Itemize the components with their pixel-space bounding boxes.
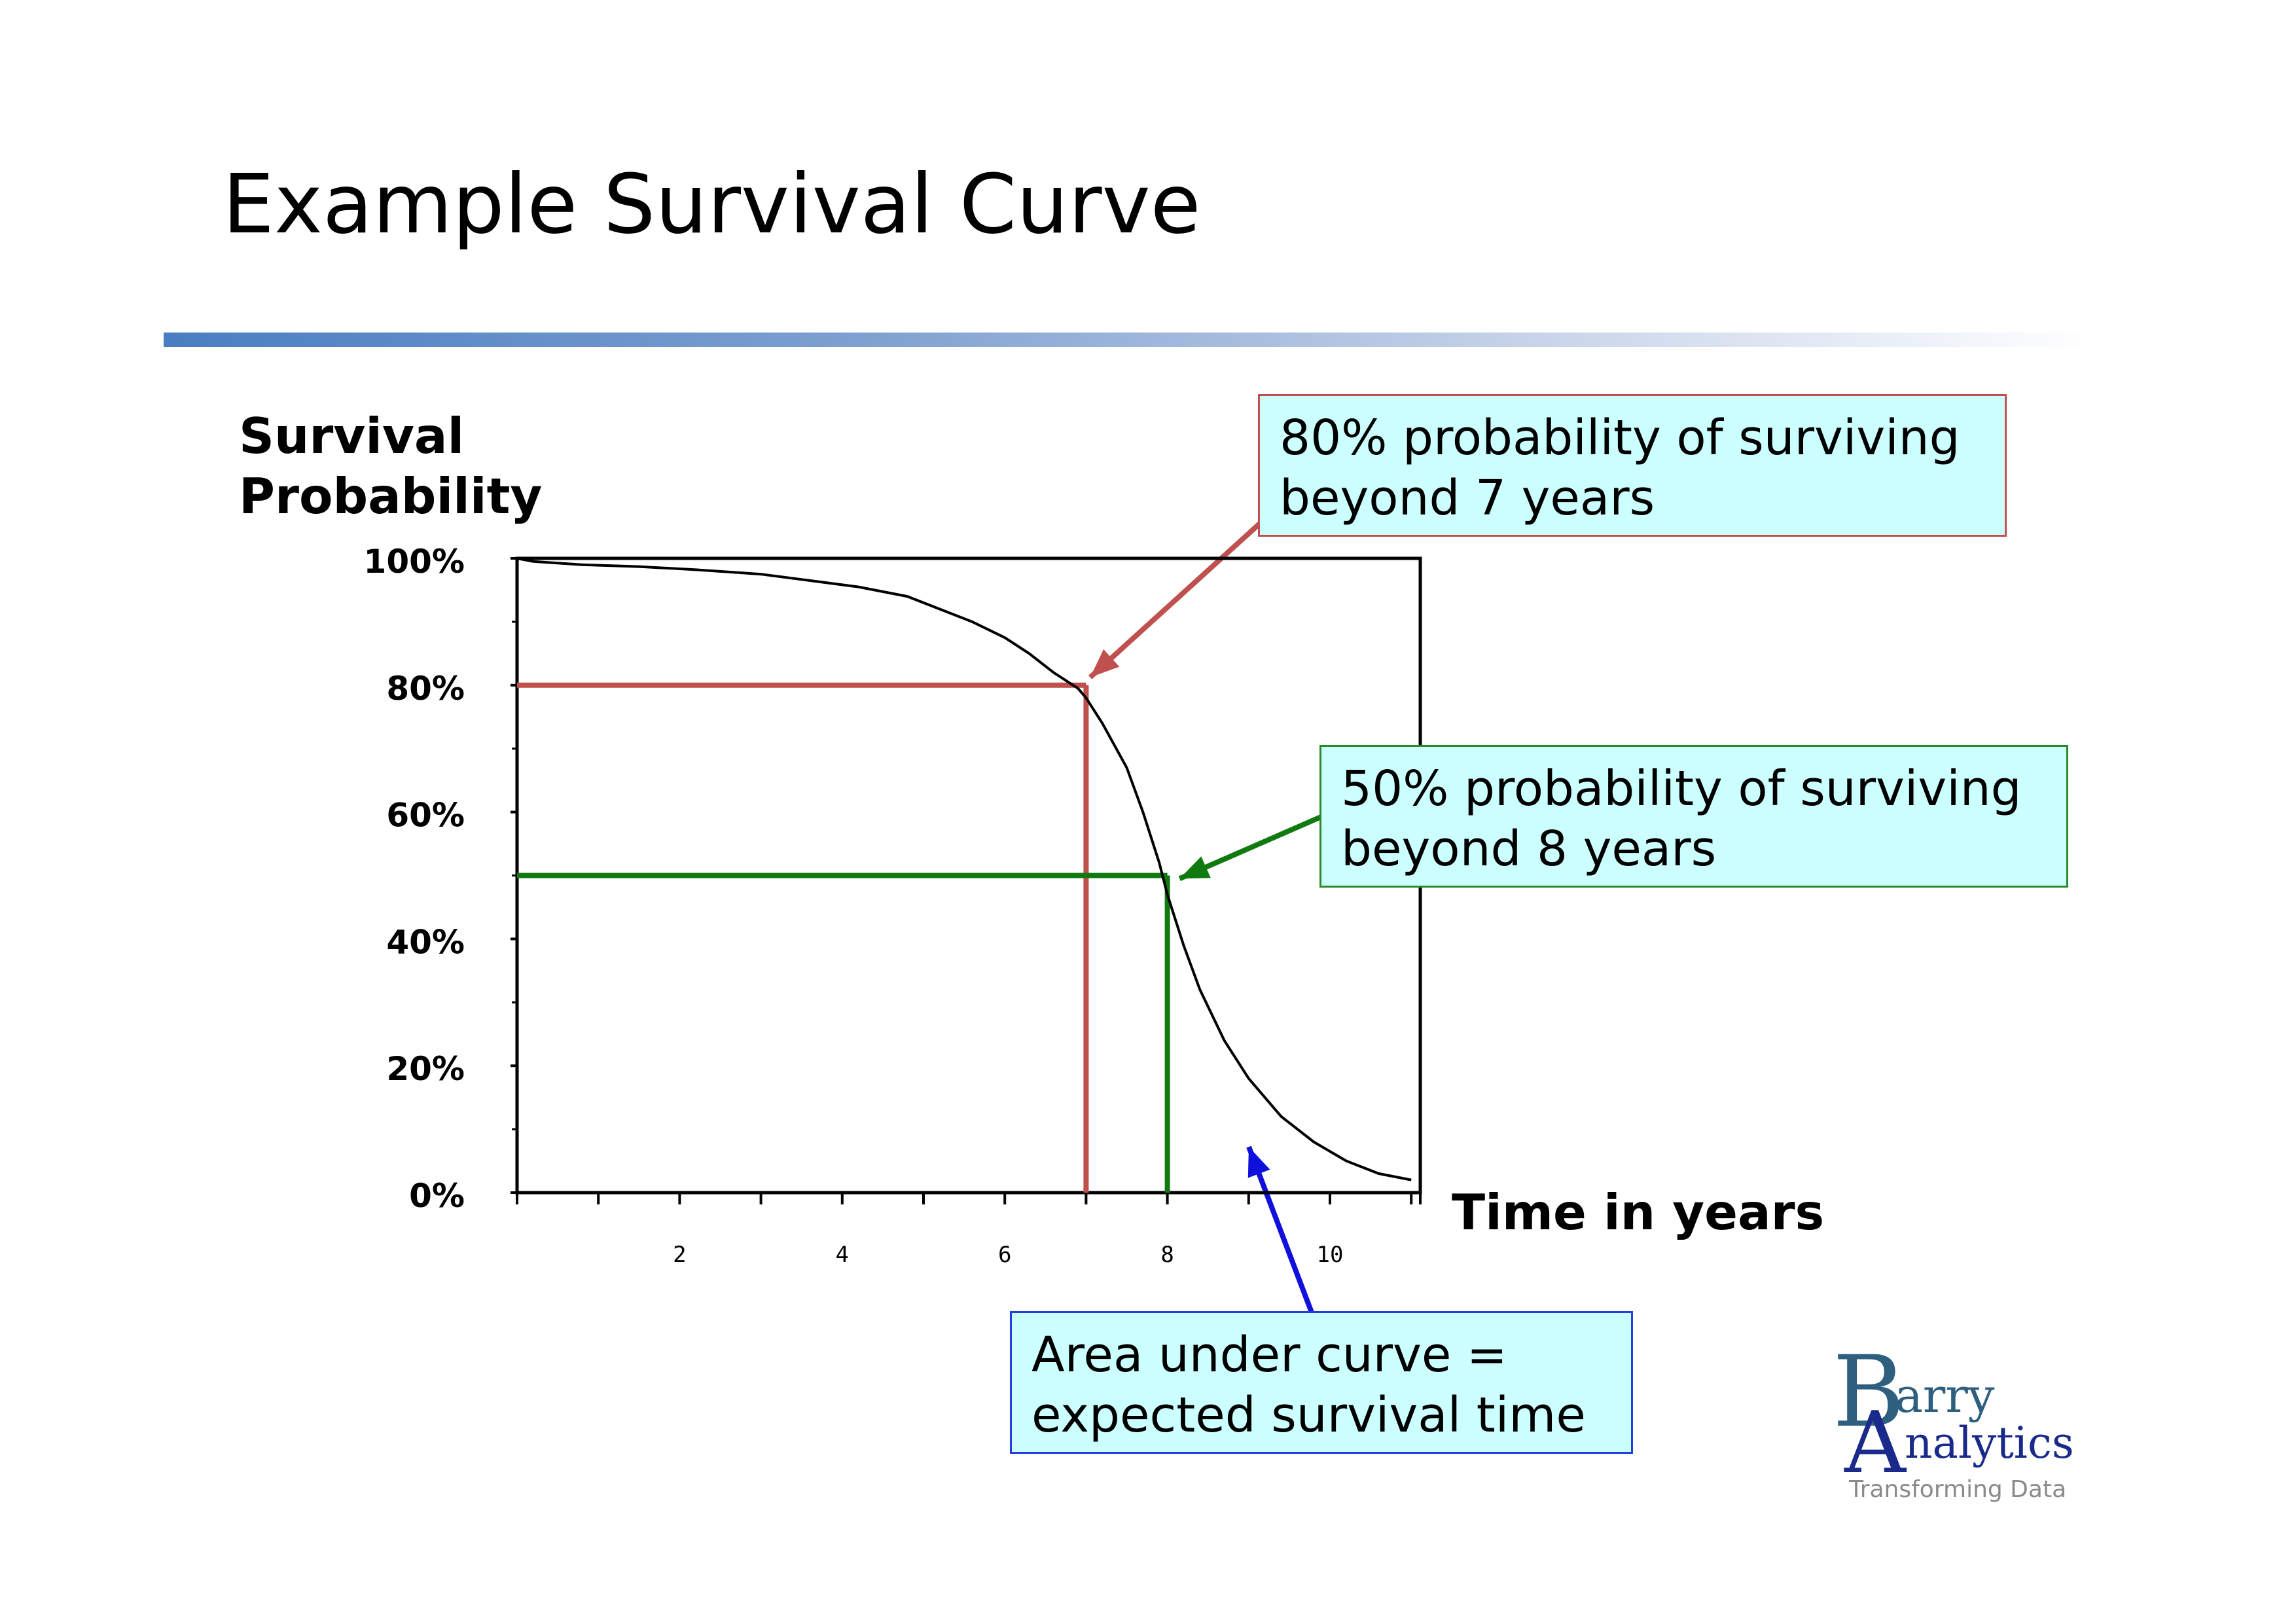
- survival-curve-line: [516, 557, 1412, 1182]
- x-axis-label: Time in years: [1452, 1183, 1825, 1241]
- y-tick-label: 40%: [386, 923, 465, 961]
- arrow-50-percent-head: [1179, 856, 1211, 879]
- logo-text-nalytics: nalytics: [1905, 1418, 2074, 1468]
- y-axis-label-line2: Probability: [239, 467, 543, 525]
- logo-tagline: Transforming Data: [1849, 1476, 2067, 1503]
- callout-50-line1: 50% probability of surviving: [1341, 761, 2022, 817]
- logo-text-arry: arry: [1895, 1368, 1995, 1423]
- annotation-arrows: [1088, 518, 1327, 1314]
- y-axis-label: Survival Probability: [239, 406, 542, 526]
- x-tick-label: 4: [836, 1242, 849, 1268]
- callout-50-line2: beyond 8 years: [1341, 821, 1717, 877]
- title-divider: [164, 333, 2094, 347]
- callout-80-line2: beyond 7 years: [1280, 470, 1655, 526]
- arrow-80-percent-head: [1090, 649, 1120, 677]
- callout-area-line2: expected survival time: [1031, 1387, 1586, 1443]
- logo-letter-a: A: [1844, 1393, 1906, 1492]
- y-tick-label: 60%: [386, 797, 465, 835]
- y-axis-label-line1: Survival: [239, 407, 465, 465]
- company-logo: B arry A nalytics Transforming Data: [1826, 1335, 2075, 1506]
- callout-area-line1: Area under curve =: [1031, 1327, 1507, 1383]
- y-tick-label: 80%: [386, 670, 465, 708]
- x-axis-ticks: 2 4 6 8 10: [516, 1193, 1422, 1268]
- slide-title: Example Survival Curve: [223, 157, 1201, 252]
- arrow-area-under-curve-shaft: [1246, 1146, 1314, 1314]
- arrow-area-under-curve-head: [1247, 1147, 1270, 1178]
- x-tick-label: 6: [998, 1242, 1011, 1268]
- logo-letter-b: B: [1833, 1335, 1905, 1449]
- callout-area-under-curve: Area under curve = expected survival tim…: [1010, 1311, 1633, 1454]
- x-tick-label: 10: [1317, 1242, 1344, 1268]
- x-tick-label: 8: [1160, 1242, 1174, 1268]
- x-tick-label: 2: [673, 1242, 686, 1268]
- y-tick-label: 0%: [409, 1177, 465, 1215]
- callout-80-line1: 80% probability of surviving: [1280, 410, 1960, 466]
- y-axis-ticks: 100% 80% 60% 40% 20% 0%: [364, 543, 517, 1215]
- arrow-80-percent-shaft: [1088, 518, 1265, 679]
- reference-lines: [517, 682, 1170, 1193]
- callout-80-percent: 80% probability of surviving beyond 7 ye…: [1258, 394, 2007, 537]
- y-tick-label: 100%: [364, 543, 465, 581]
- callout-50-percent: 50% probability of surviving beyond 8 ye…: [1319, 745, 2068, 888]
- y-tick-label: 20%: [386, 1050, 465, 1088]
